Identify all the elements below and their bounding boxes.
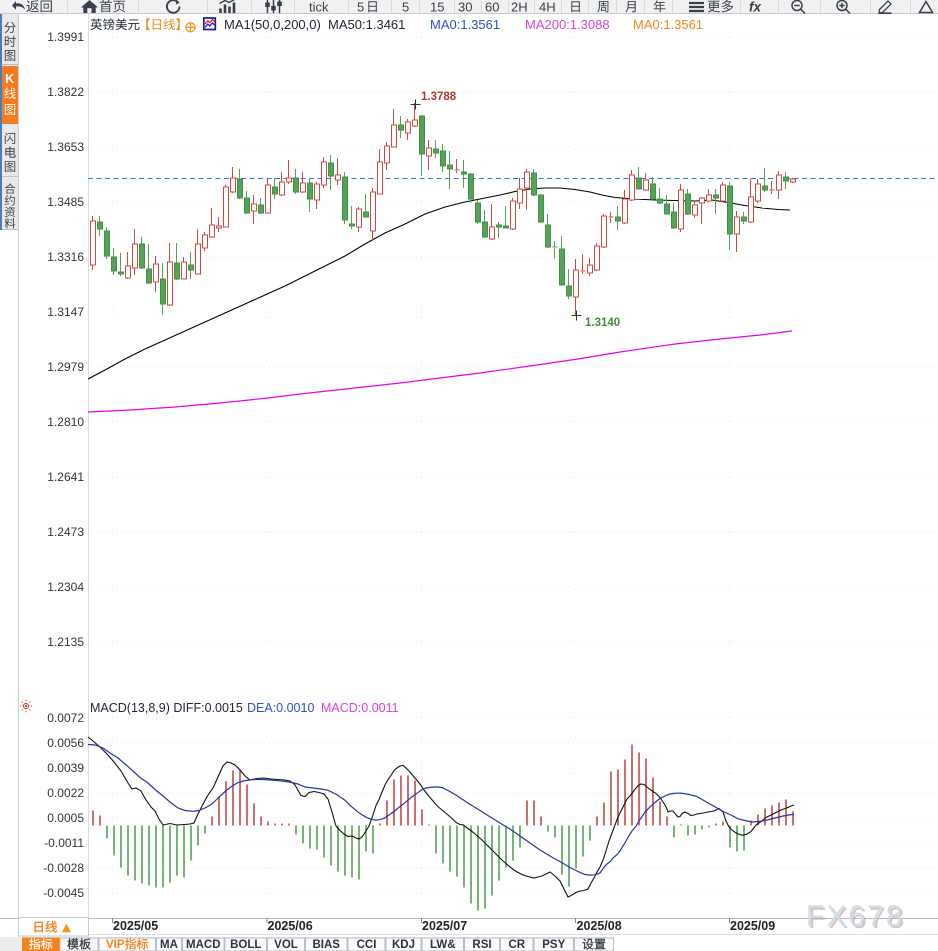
svg-text:KDJ: KDJ	[392, 939, 415, 951]
svg-text:DEA:0.0010: DEA:0.0010	[247, 701, 314, 715]
svg-text:VIP: VIP	[106, 939, 125, 951]
svg-text:2025/07: 2025/07	[422, 919, 467, 933]
svg-text:0.0056: 0.0056	[47, 736, 84, 750]
svg-text:60: 60	[485, 0, 499, 15]
svg-text:MACD(13,8,9) DIFF:0.0015: MACD(13,8,9) DIFF:0.0015	[90, 701, 243, 715]
svg-text:1.3316: 1.3316	[47, 250, 84, 264]
svg-text:30: 30	[458, 0, 472, 15]
svg-text:K: K	[5, 72, 14, 86]
svg-text:1.2641: 1.2641	[47, 470, 84, 484]
svg-text:1.3653: 1.3653	[47, 140, 84, 154]
svg-text:-0.0028: -0.0028	[43, 861, 84, 875]
svg-text:1.2810: 1.2810	[47, 415, 84, 429]
svg-text:CR: CR	[508, 939, 525, 951]
svg-text:MACD:0.0011: MACD:0.0011	[321, 701, 399, 715]
svg-text:MACD: MACD	[186, 939, 221, 951]
svg-text:-0.0011: -0.0011	[44, 836, 84, 850]
svg-text:5: 5	[402, 0, 409, 15]
svg-text:MA: MA	[160, 939, 178, 951]
svg-text:5: 5	[357, 0, 364, 15]
svg-text:1.2979: 1.2979	[47, 360, 84, 374]
svg-text:VOL: VOL	[274, 939, 298, 951]
svg-text:1.3788: 1.3788	[421, 91, 457, 103]
svg-text:tick: tick	[309, 0, 329, 15]
svg-text:LW&: LW&	[430, 939, 456, 951]
svg-text:FX678: FX678	[806, 900, 904, 933]
svg-text:1.2473: 1.2473	[47, 525, 84, 539]
svg-text:PSY: PSY	[542, 939, 565, 951]
svg-text:2025/08: 2025/08	[577, 919, 622, 933]
svg-text:0.0039: 0.0039	[47, 761, 84, 775]
svg-text:2025/06: 2025/06	[268, 919, 313, 933]
svg-text:2H: 2H	[511, 0, 528, 15]
svg-text:MA200:1.3088: MA200:1.3088	[525, 17, 610, 32]
svg-text:1.3147: 1.3147	[47, 305, 84, 319]
svg-text:BOLL: BOLL	[230, 939, 261, 951]
svg-text:MA0:1.3561: MA0:1.3561	[633, 17, 703, 32]
svg-text:0.0022: 0.0022	[47, 786, 84, 800]
svg-text:RSI: RSI	[472, 939, 491, 951]
svg-text:4H: 4H	[539, 0, 556, 15]
svg-text:FX678: FX678	[808, 902, 906, 935]
svg-text:MA0:1.3561: MA0:1.3561	[430, 17, 500, 32]
svg-text:1.3485: 1.3485	[47, 195, 84, 209]
svg-text:2025/05: 2025/05	[113, 919, 158, 933]
svg-text:15: 15	[430, 0, 444, 15]
svg-text:MA1(50,0,200,0) MA50:1.3461: MA1(50,0,200,0) MA50:1.3461	[224, 17, 405, 32]
svg-text:1.2135: 1.2135	[47, 635, 84, 649]
svg-text:0.0005: 0.0005	[47, 811, 84, 825]
svg-text:BIAS: BIAS	[313, 939, 341, 951]
svg-text:-0.0045: -0.0045	[43, 886, 84, 900]
svg-text:1.3991: 1.3991	[47, 30, 84, 44]
svg-text:1.3822: 1.3822	[47, 85, 84, 99]
svg-text:2025/09: 2025/09	[730, 919, 775, 933]
svg-text:1.3140: 1.3140	[585, 317, 620, 329]
svg-text:0.0072: 0.0072	[47, 711, 84, 725]
svg-text:CCI: CCI	[357, 939, 377, 951]
svg-text:fx: fx	[749, 0, 761, 15]
svg-text:1.2304: 1.2304	[47, 580, 84, 594]
